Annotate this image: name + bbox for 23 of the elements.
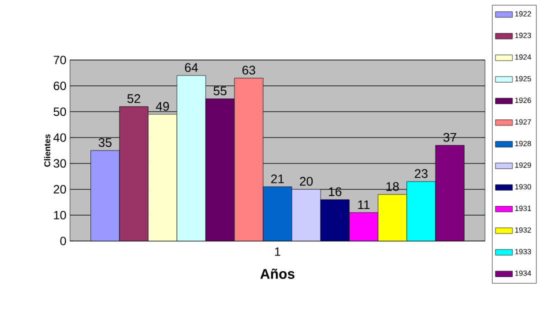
data-label: 16 (328, 187, 342, 196)
data-label: 21 (271, 174, 284, 184)
data-label: 52 (127, 94, 140, 104)
x-tick-label: 1 (275, 248, 280, 256)
x-axis-title: Años (260, 268, 294, 279)
y-tick-label: 50 (54, 107, 66, 116)
y-axis-title: Clientes (44, 134, 50, 167)
data-label: 55 (214, 86, 226, 96)
data-label: 49 (156, 102, 169, 111)
y-tick-label: 10 (54, 210, 66, 220)
data-label: 18 (386, 182, 399, 191)
y-tick-label: 70 (54, 56, 66, 64)
data-label: 11 (358, 200, 370, 210)
y-tick-label: 30 (54, 159, 66, 168)
y-tick-label: 60 (54, 82, 66, 90)
y-tick-label: 0 (60, 236, 66, 246)
data-label: 23 (414, 169, 428, 178)
data-label: 63 (242, 66, 256, 75)
data-label: 64 (184, 63, 198, 72)
data-label: 20 (300, 176, 313, 186)
y-tick-label: 20 (54, 185, 66, 194)
data-label: 35 (98, 138, 112, 147)
y-tick-label: 40 (53, 133, 66, 142)
